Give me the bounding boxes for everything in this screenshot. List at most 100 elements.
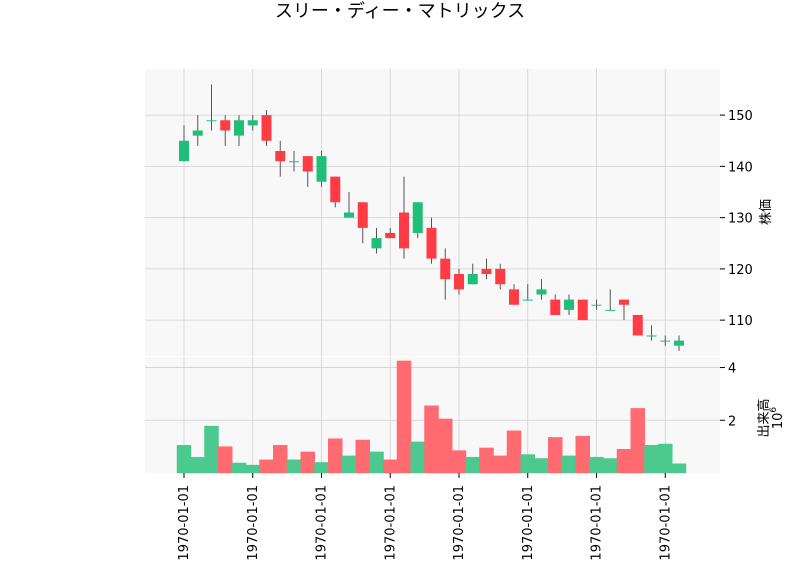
y-tick-label-volume: 2 [728, 414, 736, 429]
candle-body [440, 258, 451, 280]
candle-body [220, 120, 231, 131]
candle-body [509, 289, 519, 305]
x-tick-label: 1970-01-01 [177, 485, 192, 561]
candle-body [261, 115, 272, 141]
volume-scale-exponent: 6 [769, 407, 779, 413]
candle-body [495, 268, 506, 285]
candle-body [646, 335, 657, 337]
x-tick-label: 1970-01-01 [383, 485, 398, 561]
candle-body [412, 202, 423, 233]
candle-body [302, 156, 313, 172]
candle-body [674, 340, 684, 346]
volume-bar [424, 405, 439, 474]
y-tick-label-price: 130 [728, 212, 753, 227]
volume-bar [603, 458, 618, 474]
chart-title: スリー・ディー・マトリックス [275, 1, 525, 22]
volume-bar [231, 462, 247, 474]
x-tick-label: 1970-01-01 [521, 485, 536, 561]
volume-bar [548, 437, 563, 474]
volume-bar [534, 458, 549, 474]
volume-bar [204, 425, 219, 474]
candle-body [605, 309, 616, 311]
volume-bar [383, 459, 398, 474]
volume-scale-base: 10 [771, 413, 786, 430]
volume-bar [259, 459, 274, 474]
candle-body [344, 212, 354, 218]
volume-bar [341, 455, 357, 474]
price-axis-label: 株価 [759, 199, 774, 225]
y-tick-label-price: 150 [728, 109, 753, 124]
candle-body [371, 238, 382, 249]
x-tick-label: 1970-01-01 [246, 485, 261, 561]
volume-bar [300, 451, 315, 474]
volume-bar [520, 454, 535, 474]
volume-bar [328, 438, 343, 474]
x-tick-label: 1970-01-01 [452, 485, 467, 561]
candle-body [206, 120, 217, 122]
volume-bar [465, 456, 480, 474]
volume-bar [561, 455, 577, 474]
candle-body [179, 140, 189, 162]
candle-body [275, 151, 286, 162]
candle-body [399, 212, 409, 249]
volume-bar [245, 464, 260, 474]
candle-body [660, 340, 671, 342]
volume-bar [273, 445, 288, 474]
candle-body [316, 156, 327, 182]
volume-bar [286, 459, 302, 474]
candle-body [234, 120, 244, 136]
y-axis: 110 120 130 140 150 2 4 [720, 109, 753, 429]
volume-bar [644, 445, 659, 474]
volume-bar [658, 443, 673, 474]
volume-bar [190, 456, 205, 474]
candle-body [632, 315, 643, 336]
y-tick-label-volume: 4 [728, 362, 736, 377]
y-tick-label-price: 110 [728, 314, 753, 329]
candle-body [467, 274, 478, 285]
y-tick-label-price: 140 [728, 160, 753, 175]
volume-bar [493, 455, 508, 474]
volume-bar [396, 360, 412, 474]
y-tick-label-price: 120 [728, 263, 753, 278]
candle-body [192, 130, 203, 136]
candle-body [550, 299, 561, 315]
candles [179, 84, 684, 351]
candle-body [357, 202, 368, 228]
volume-bar [479, 447, 494, 474]
candle-body [426, 227, 437, 259]
x-tick-label: 1970-01-01 [315, 485, 330, 561]
candle-body [564, 299, 574, 310]
x-tick-label: 1970-01-01 [658, 485, 673, 561]
price-panel-background [145, 69, 720, 356]
candle-body [247, 120, 258, 126]
volume-bar [451, 450, 467, 474]
volume-bar [630, 408, 645, 474]
volume-bar [671, 463, 687, 474]
candle-body [481, 268, 492, 274]
volume-bar [438, 418, 453, 474]
volume-axis-label-group: 出来高 106 [756, 398, 786, 437]
candle-body [289, 161, 299, 163]
candle-body [385, 233, 396, 239]
candle-body [536, 289, 547, 295]
volume-bar [506, 430, 522, 474]
volume-axis-label: 出来高 [756, 398, 772, 437]
volume-bar [369, 451, 384, 474]
volume-bar [410, 441, 425, 474]
volume-bar [355, 439, 370, 474]
volume-bar [575, 435, 590, 474]
candle-body [591, 304, 602, 306]
candle-body [454, 274, 464, 290]
candle-body [619, 299, 629, 305]
volume-bar [218, 446, 233, 474]
volume-bar [314, 462, 329, 474]
volume-scale-label: 106 [769, 407, 786, 430]
candle-body [522, 299, 533, 301]
candle-body [577, 299, 588, 321]
candle-body [330, 176, 341, 203]
volume-bar [616, 449, 632, 474]
volume-bar [589, 456, 604, 474]
x-axis: 1970-01-01 1970-01-01 1970-01-01 1970-01-01… [177, 473, 673, 561]
x-tick-label: 1970-01-01 [590, 485, 605, 561]
